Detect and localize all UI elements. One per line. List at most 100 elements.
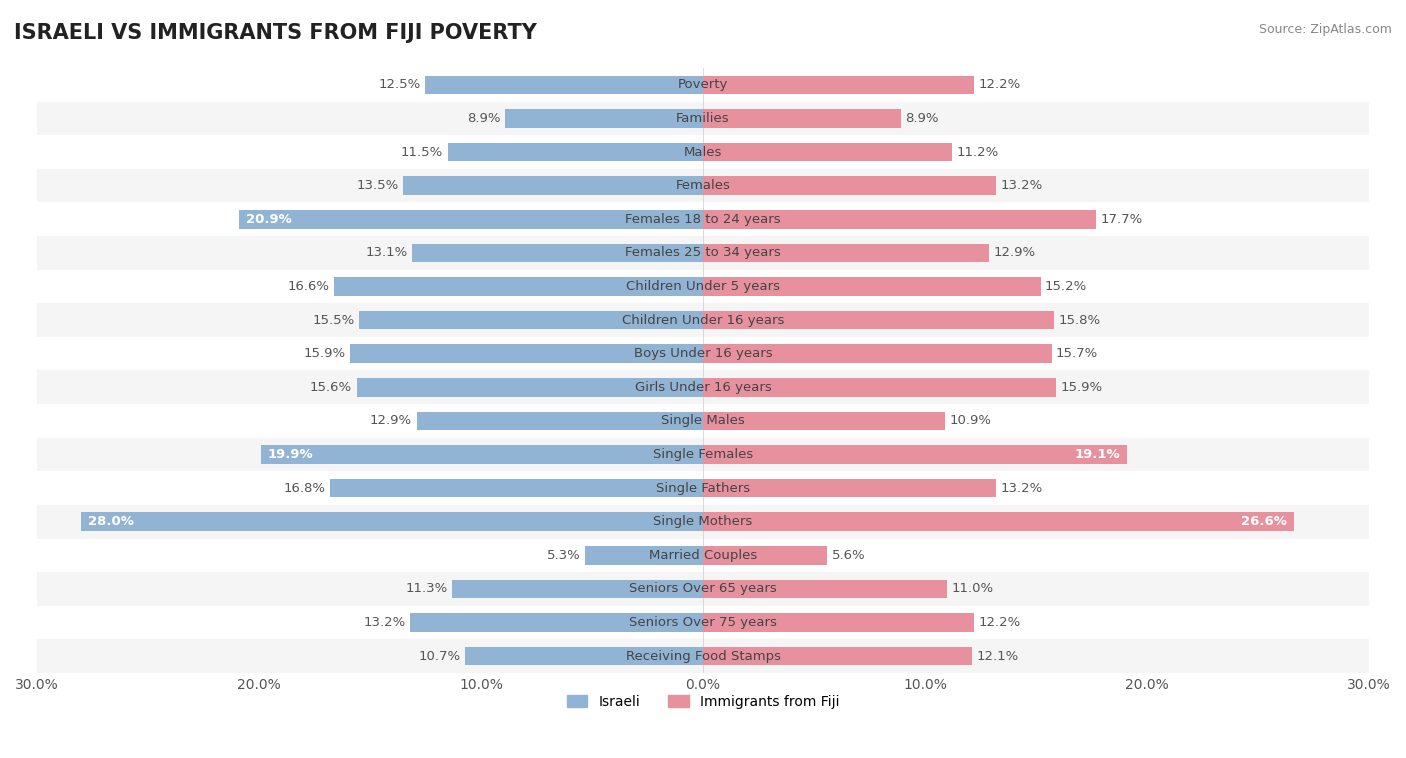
Bar <box>37 270 1369 303</box>
Bar <box>585 546 703 565</box>
Bar <box>37 404 1369 437</box>
Text: 19.9%: 19.9% <box>267 448 314 461</box>
Bar <box>37 606 1369 639</box>
Text: 13.5%: 13.5% <box>357 179 399 193</box>
Text: 20.9%: 20.9% <box>246 213 291 226</box>
Bar <box>703 344 1052 363</box>
Text: 13.1%: 13.1% <box>366 246 408 259</box>
Text: Source: ZipAtlas.com: Source: ZipAtlas.com <box>1258 23 1392 36</box>
Text: Single Mothers: Single Mothers <box>654 515 752 528</box>
Text: 5.6%: 5.6% <box>832 549 866 562</box>
Text: 28.0%: 28.0% <box>89 515 134 528</box>
Bar <box>37 437 1369 471</box>
Bar <box>412 243 703 262</box>
Text: Boys Under 16 years: Boys Under 16 years <box>634 347 772 360</box>
Text: 12.1%: 12.1% <box>976 650 1018 662</box>
Bar <box>703 243 990 262</box>
Text: Males: Males <box>683 146 723 158</box>
Text: 12.9%: 12.9% <box>370 415 412 428</box>
Text: 11.2%: 11.2% <box>956 146 998 158</box>
Text: Single Females: Single Females <box>652 448 754 461</box>
Bar <box>703 210 1097 228</box>
Text: Females: Females <box>675 179 731 193</box>
Text: Married Couples: Married Couples <box>650 549 756 562</box>
Bar <box>37 471 1369 505</box>
Text: 15.5%: 15.5% <box>312 314 354 327</box>
Text: 12.5%: 12.5% <box>378 78 420 92</box>
Bar <box>37 68 1369 102</box>
Bar <box>335 277 703 296</box>
Bar <box>357 378 703 396</box>
Text: 13.2%: 13.2% <box>1001 481 1043 495</box>
Bar <box>505 109 703 127</box>
Bar <box>453 580 703 598</box>
Text: Females 18 to 24 years: Females 18 to 24 years <box>626 213 780 226</box>
Text: 26.6%: 26.6% <box>1241 515 1286 528</box>
Bar <box>37 337 1369 371</box>
Text: Seniors Over 75 years: Seniors Over 75 years <box>628 616 778 629</box>
Text: Families: Families <box>676 112 730 125</box>
Bar <box>350 344 703 363</box>
Text: Receiving Food Stamps: Receiving Food Stamps <box>626 650 780 662</box>
Text: Children Under 5 years: Children Under 5 years <box>626 280 780 293</box>
Bar <box>447 143 703 161</box>
Bar <box>416 412 703 430</box>
Bar <box>703 647 972 666</box>
Bar <box>426 76 703 94</box>
Bar <box>465 647 703 666</box>
Bar <box>703 311 1054 329</box>
Text: 16.6%: 16.6% <box>288 280 330 293</box>
Text: 15.9%: 15.9% <box>1060 381 1102 394</box>
Text: 12.2%: 12.2% <box>979 616 1021 629</box>
Bar <box>703 580 948 598</box>
Text: 11.5%: 11.5% <box>401 146 443 158</box>
Text: 8.9%: 8.9% <box>905 112 939 125</box>
Bar <box>37 303 1369 337</box>
Bar <box>37 102 1369 135</box>
Bar <box>359 311 703 329</box>
Text: 12.2%: 12.2% <box>979 78 1021 92</box>
Bar <box>703 109 901 127</box>
Bar <box>37 371 1369 404</box>
Bar <box>703 76 974 94</box>
Text: ISRAELI VS IMMIGRANTS FROM FIJI POVERTY: ISRAELI VS IMMIGRANTS FROM FIJI POVERTY <box>14 23 537 42</box>
Text: 11.0%: 11.0% <box>952 582 994 596</box>
Bar <box>37 572 1369 606</box>
Text: 13.2%: 13.2% <box>363 616 405 629</box>
Text: 15.9%: 15.9% <box>304 347 346 360</box>
Text: Seniors Over 65 years: Seniors Over 65 years <box>628 582 778 596</box>
Bar <box>330 479 703 497</box>
Text: 15.6%: 15.6% <box>311 381 352 394</box>
Bar <box>37 169 1369 202</box>
Text: 15.8%: 15.8% <box>1059 314 1101 327</box>
Text: 16.8%: 16.8% <box>284 481 326 495</box>
Bar <box>703 546 827 565</box>
Text: 10.7%: 10.7% <box>419 650 461 662</box>
Text: 13.2%: 13.2% <box>1001 179 1043 193</box>
Text: 17.7%: 17.7% <box>1101 213 1143 226</box>
Bar <box>239 210 703 228</box>
Text: Children Under 16 years: Children Under 16 years <box>621 314 785 327</box>
Text: 15.7%: 15.7% <box>1056 347 1098 360</box>
Text: Poverty: Poverty <box>678 78 728 92</box>
Bar <box>411 613 703 631</box>
Text: Single Males: Single Males <box>661 415 745 428</box>
Bar <box>703 412 945 430</box>
Text: Girls Under 16 years: Girls Under 16 years <box>634 381 772 394</box>
Text: 15.2%: 15.2% <box>1045 280 1087 293</box>
Text: 12.9%: 12.9% <box>994 246 1036 259</box>
Bar <box>703 143 952 161</box>
Bar <box>37 505 1369 538</box>
Bar <box>37 202 1369 236</box>
Bar <box>703 613 974 631</box>
Text: 8.9%: 8.9% <box>467 112 501 125</box>
Legend: Israeli, Immigrants from Fiji: Israeli, Immigrants from Fiji <box>561 689 845 714</box>
Bar <box>703 445 1128 464</box>
Text: 5.3%: 5.3% <box>547 549 581 562</box>
Bar <box>37 639 1369 673</box>
Bar <box>404 177 703 195</box>
Text: 19.1%: 19.1% <box>1074 448 1121 461</box>
Bar <box>703 277 1040 296</box>
Text: 11.3%: 11.3% <box>405 582 447 596</box>
Bar <box>703 378 1056 396</box>
